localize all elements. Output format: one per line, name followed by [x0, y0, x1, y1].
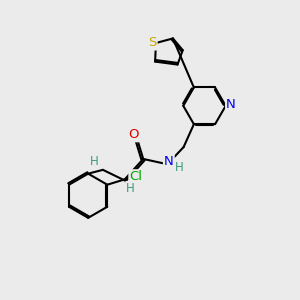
Text: H: H [176, 161, 184, 174]
Text: H: H [126, 182, 135, 195]
Text: S: S [148, 37, 157, 50]
Text: H: H [90, 155, 99, 168]
Text: Cl: Cl [129, 170, 142, 183]
Text: N: N [226, 98, 236, 111]
Text: O: O [128, 128, 139, 141]
Text: N: N [164, 155, 174, 168]
